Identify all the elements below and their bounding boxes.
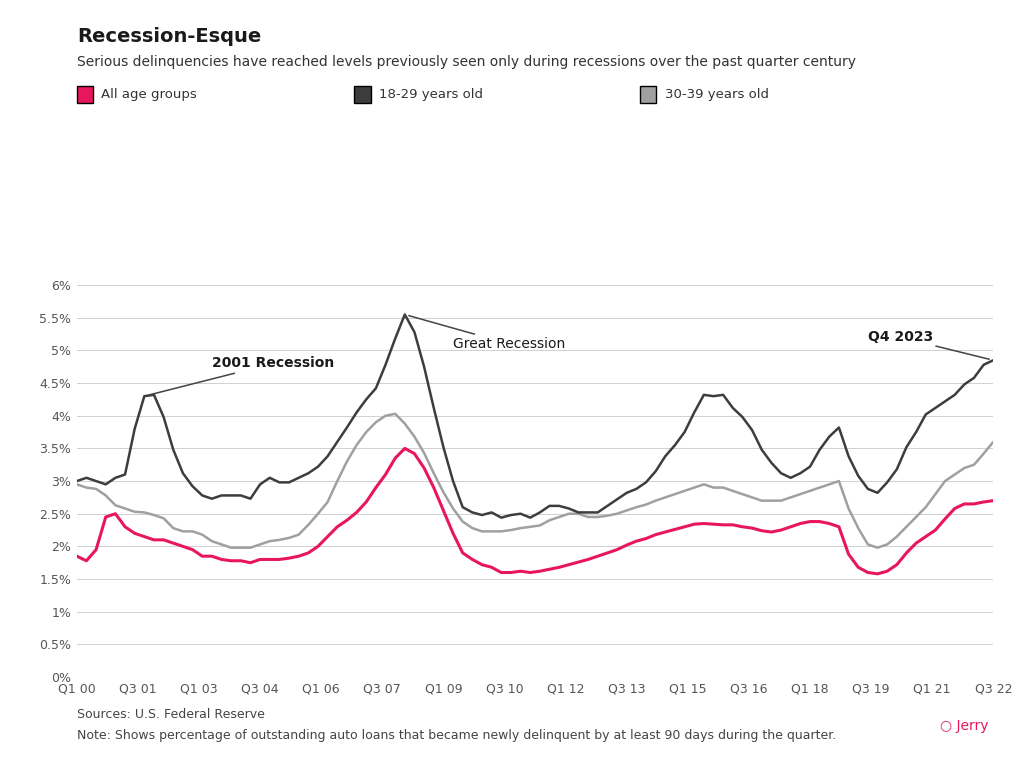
Text: 2001 Recession: 2001 Recession: [148, 356, 334, 396]
Text: Recession-Esque: Recession-Esque: [77, 27, 261, 46]
Text: ○ Jerry: ○ Jerry: [940, 719, 988, 733]
Text: 30-39 years old: 30-39 years old: [665, 88, 769, 100]
Text: 18-29 years old: 18-29 years old: [379, 88, 483, 100]
Text: Great Recession: Great Recession: [409, 316, 565, 351]
Text: Serious delinquencies have reached levels previously seen only during recessions: Serious delinquencies have reached level…: [77, 55, 856, 69]
Text: Q4 2023: Q4 2023: [868, 330, 989, 360]
Text: All age groups: All age groups: [101, 88, 198, 100]
Text: Note: Shows percentage of outstanding auto loans that became newly delinquent by: Note: Shows percentage of outstanding au…: [77, 729, 836, 742]
Text: Sources: U.S. Federal Reserve: Sources: U.S. Federal Reserve: [77, 708, 264, 721]
